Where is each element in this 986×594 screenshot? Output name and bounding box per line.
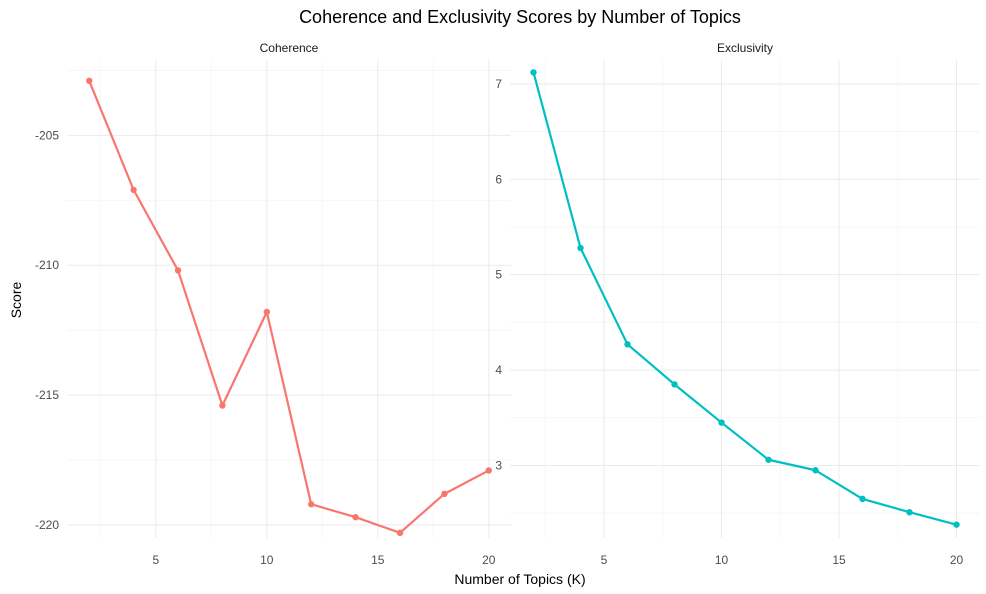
x-tick-label: 15 <box>832 553 846 567</box>
y-tick-label: 6 <box>495 172 502 186</box>
y-tick-label: 4 <box>495 363 502 377</box>
facet-panel-exclusivity: Exclusivity 5 10 15 20 3 4 5 6 7 <box>495 41 980 567</box>
data-point <box>859 495 866 503</box>
data-point <box>441 490 448 498</box>
data-point <box>906 509 913 516</box>
y-tick-label: -220 <box>35 518 59 532</box>
series-line-exclusivity <box>532 72 957 526</box>
data-point <box>219 402 226 409</box>
y-tick-label: -215 <box>35 388 59 402</box>
facet-panels: Coherence 5 10 15 20 -205 -210 -215 -220 Exclusiv… <box>35 41 980 567</box>
data-point <box>624 341 631 348</box>
x-tick-label: 5 <box>152 553 159 567</box>
x-tick-label: 10 <box>260 553 274 567</box>
data-point <box>953 521 960 528</box>
x-tick-label: 15 <box>371 553 385 567</box>
x-tick-label: 20 <box>482 553 496 567</box>
chart-title: Coherence and Exclusivity Scores by Numb… <box>299 7 741 27</box>
y-tick-label: 7 <box>495 77 502 91</box>
data-point <box>671 381 678 388</box>
y-tick-label: -205 <box>35 128 59 142</box>
data-point <box>396 529 404 537</box>
data-point <box>812 467 819 474</box>
y-tick-label: 3 <box>495 458 502 472</box>
x-tick-label: 5 <box>601 553 608 567</box>
facet-panel-coherence: Coherence 5 10 15 20 -205 -210 -215 -220 <box>35 41 511 567</box>
data-point <box>130 186 137 194</box>
facet-strip-label: Exclusivity <box>717 41 773 55</box>
data-point <box>765 456 772 463</box>
data-point <box>263 308 270 316</box>
x-axis-title: Number of Topics (K) <box>454 571 585 587</box>
data-point <box>718 419 725 426</box>
y-tick-label: 5 <box>495 268 502 282</box>
data-point <box>485 467 492 474</box>
x-tick-label: 10 <box>715 553 729 567</box>
data-point <box>174 267 182 274</box>
series-line-coherence <box>88 80 490 534</box>
x-tick-label: 20 <box>950 553 964 567</box>
data-point <box>352 514 359 521</box>
y-tick-label: -210 <box>35 258 59 272</box>
gridlines <box>67 60 511 538</box>
data-point <box>308 501 315 508</box>
data-point <box>530 69 537 76</box>
data-point <box>86 77 93 84</box>
facet-strip-label: Coherence <box>260 41 319 55</box>
y-axis-title: Score <box>8 282 24 319</box>
data-point <box>577 244 584 252</box>
gridlines <box>510 60 980 538</box>
